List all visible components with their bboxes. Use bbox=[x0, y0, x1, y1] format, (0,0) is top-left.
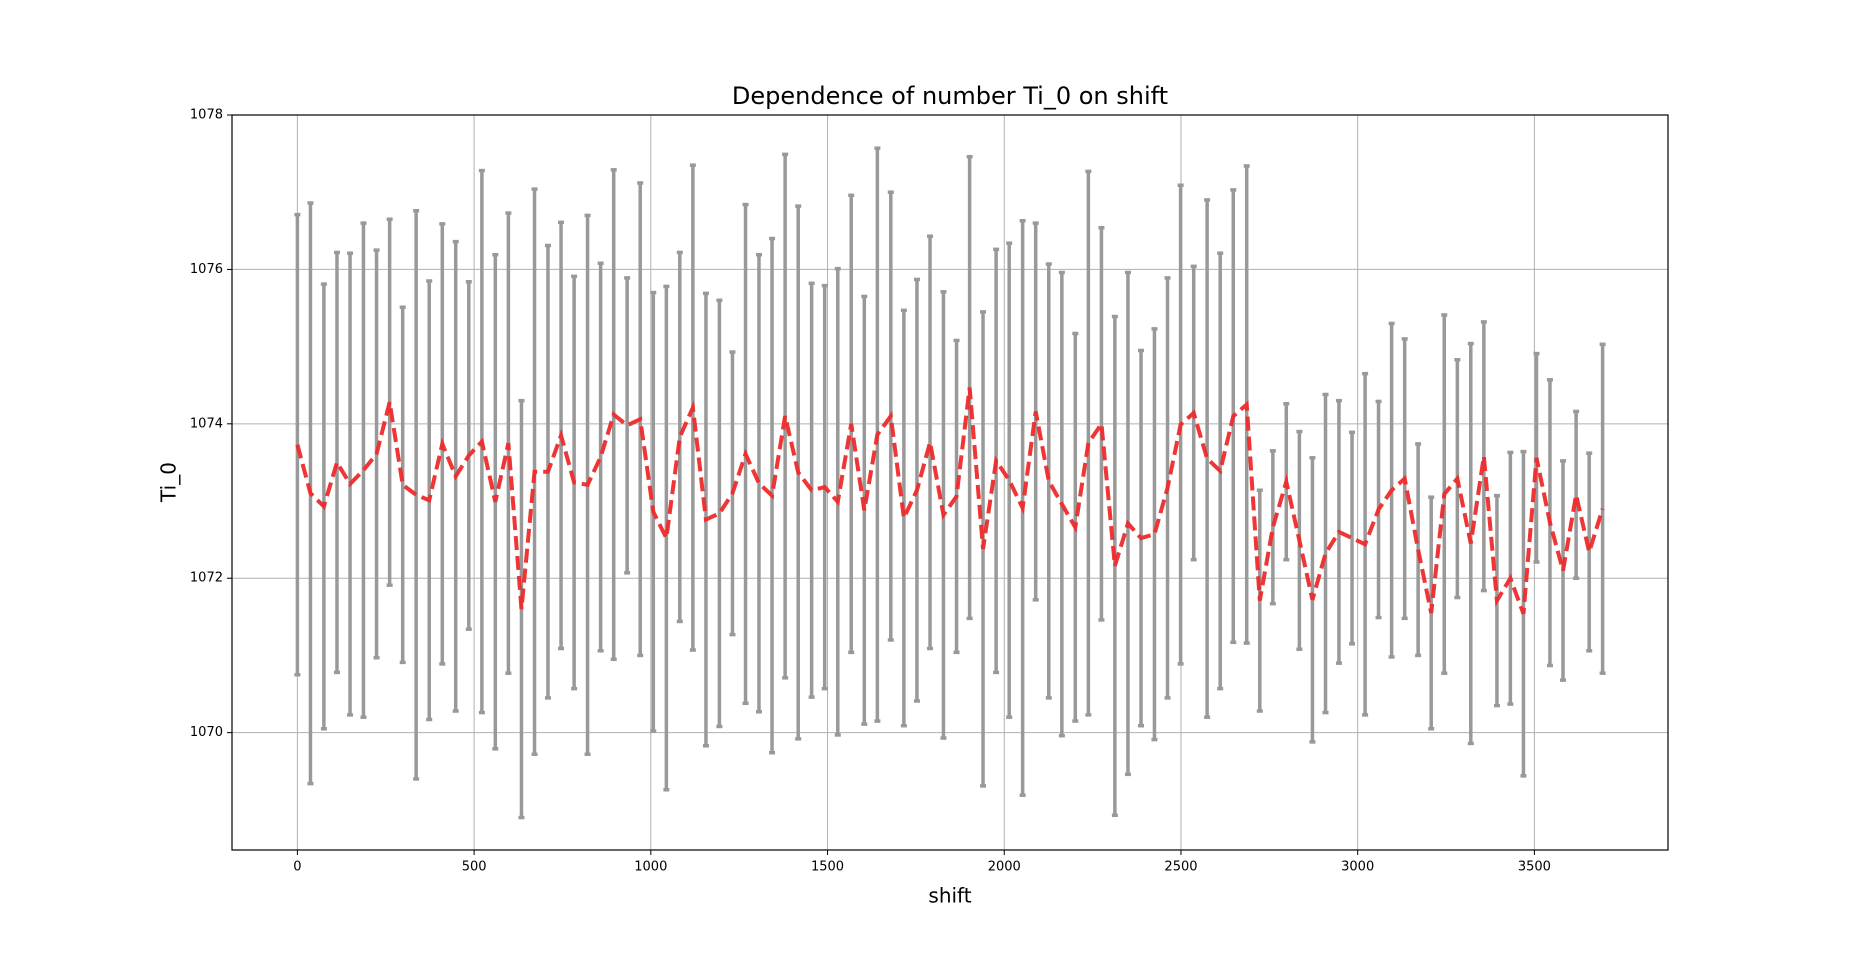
y-tick-label: 1076 bbox=[190, 262, 223, 277]
x-tick-label: 1500 bbox=[811, 860, 844, 875]
y-tick-label: 1072 bbox=[190, 571, 223, 586]
error-bar bbox=[663, 284, 670, 792]
error-bar bbox=[1322, 392, 1329, 715]
x-tick-label: 3000 bbox=[1341, 860, 1374, 875]
error-bar bbox=[1006, 241, 1013, 719]
error-bar bbox=[1204, 198, 1211, 719]
x-tick-label: 3500 bbox=[1518, 860, 1551, 875]
x-tick-label: 2500 bbox=[1164, 860, 1197, 875]
error-bar bbox=[333, 250, 340, 675]
x-tick-label: 500 bbox=[462, 860, 487, 875]
error-bar bbox=[1098, 225, 1105, 622]
y-tick-label: 1074 bbox=[190, 416, 223, 431]
x-axis-label: shift bbox=[928, 884, 971, 908]
x-tick-label: 1000 bbox=[634, 860, 667, 875]
error-bar bbox=[624, 276, 631, 575]
error-bar bbox=[900, 308, 907, 728]
y-tick-label: 1070 bbox=[190, 725, 223, 740]
error-bar bbox=[360, 221, 367, 719]
error-bar bbox=[716, 298, 723, 729]
error-bar bbox=[1045, 262, 1052, 700]
plot-frame bbox=[231, 114, 1669, 851]
error-bar bbox=[755, 252, 762, 714]
error-bar bbox=[1586, 451, 1593, 653]
chart-title: Dependence of number Ti_0 on shift bbox=[732, 82, 1168, 110]
y-tick-label: 1078 bbox=[190, 108, 223, 123]
x-tick-label: 2000 bbox=[988, 860, 1021, 875]
error-bar bbox=[1349, 430, 1356, 646]
error-bar bbox=[1599, 342, 1606, 675]
error-bar bbox=[399, 305, 406, 665]
error-bar bbox=[413, 208, 420, 781]
error-bar bbox=[1480, 320, 1487, 593]
y-axis-label: Ti_0 bbox=[157, 462, 181, 503]
error-bar bbox=[1269, 449, 1276, 606]
error-bar bbox=[676, 250, 683, 624]
error-bar bbox=[1573, 409, 1580, 580]
error-bar bbox=[1151, 327, 1158, 742]
error-bar bbox=[294, 212, 301, 677]
line bbox=[295, 387, 1605, 615]
x-tick-label: 0 bbox=[293, 860, 301, 875]
error-bar bbox=[927, 234, 934, 651]
error-bar bbox=[597, 261, 604, 653]
